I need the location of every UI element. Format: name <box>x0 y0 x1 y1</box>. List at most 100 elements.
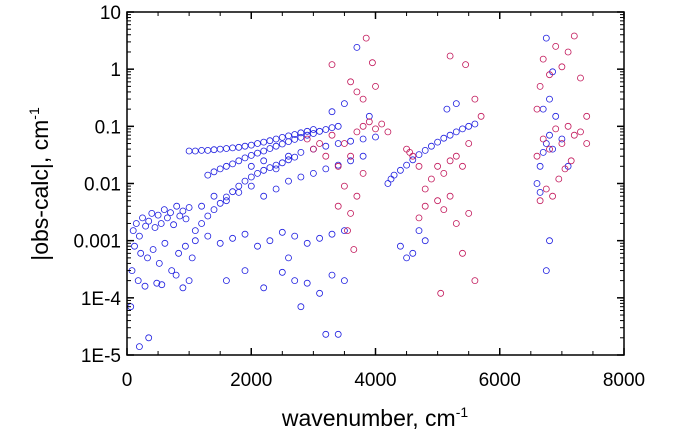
data-point <box>285 138 292 146</box>
data-point <box>549 145 556 153</box>
data-point <box>297 303 305 311</box>
data-point <box>272 142 280 150</box>
data-point <box>135 232 143 240</box>
data-point <box>254 169 261 177</box>
data-point <box>396 166 404 174</box>
data-point <box>558 135 566 143</box>
data-point <box>303 135 311 143</box>
data-point <box>235 182 243 190</box>
data-point <box>254 149 261 157</box>
data-point <box>359 135 367 143</box>
data-point <box>191 227 199 235</box>
data-point <box>168 267 176 275</box>
data-point <box>564 122 572 130</box>
data-point <box>387 175 395 183</box>
data-point <box>260 166 268 174</box>
data-point <box>533 105 541 113</box>
data-point <box>285 156 292 164</box>
data-point <box>309 145 317 153</box>
data-point <box>427 175 435 183</box>
data-point <box>340 100 348 107</box>
data-point <box>185 277 193 285</box>
data-point <box>235 157 243 165</box>
data-point <box>546 95 553 103</box>
data-point <box>403 161 411 169</box>
x-tick-label: 2000 <box>230 370 272 391</box>
data-point <box>561 165 569 173</box>
data-point <box>409 156 417 164</box>
data-point <box>247 162 255 170</box>
data-point <box>303 279 311 287</box>
data-point <box>135 343 143 351</box>
data-point <box>583 140 591 147</box>
data-point <box>241 267 249 275</box>
data-point <box>452 100 460 107</box>
data-point <box>134 277 142 285</box>
data-point <box>322 152 330 160</box>
data-point <box>204 171 212 179</box>
data-point <box>179 284 187 292</box>
data-point <box>359 152 367 160</box>
data-point <box>297 173 305 181</box>
data-point <box>278 268 286 276</box>
data-point <box>536 83 544 90</box>
data-point <box>359 122 367 130</box>
data-point <box>198 202 206 210</box>
data-point <box>542 34 550 42</box>
data-point <box>434 138 442 146</box>
data-point <box>154 211 162 219</box>
data-point <box>247 182 255 190</box>
data-point <box>328 124 336 131</box>
data-point <box>144 254 151 262</box>
data-point <box>145 334 153 342</box>
data-point <box>427 142 435 150</box>
data-point <box>539 105 547 113</box>
data-point <box>362 34 370 42</box>
data-point <box>344 227 351 235</box>
data-point <box>446 157 454 165</box>
data-point <box>459 125 466 133</box>
data-point <box>378 120 386 128</box>
data-point <box>443 105 451 113</box>
data-point <box>222 277 230 285</box>
data-point <box>459 162 466 170</box>
data-point <box>396 242 404 250</box>
data-point <box>446 131 454 139</box>
data-point <box>440 134 448 142</box>
data-point <box>365 112 373 120</box>
data-point <box>210 192 218 200</box>
data-point <box>415 227 423 235</box>
data-point <box>291 131 299 138</box>
data-point <box>384 128 392 136</box>
data-point <box>247 173 255 181</box>
data-point <box>328 230 336 238</box>
data-point <box>260 147 268 155</box>
data-point <box>437 289 445 297</box>
data-point <box>350 246 358 253</box>
data-point <box>181 242 189 250</box>
data-point <box>328 131 336 139</box>
data-point <box>552 43 560 50</box>
data-point <box>415 151 423 159</box>
data-point <box>272 165 280 173</box>
x-tick-label: 0 <box>122 370 133 391</box>
data-point <box>131 242 138 250</box>
data-point <box>316 140 324 147</box>
data-point <box>536 162 544 170</box>
y-tick-label: 1E-5 <box>81 346 121 367</box>
data-point <box>158 281 166 289</box>
data-point <box>322 126 330 133</box>
data-point <box>539 135 547 143</box>
data-point <box>167 209 174 217</box>
x-axis-title: wavenumber, cm-1 <box>281 404 469 431</box>
data-point <box>552 112 560 120</box>
data-point <box>570 32 578 40</box>
y-axis-title-superscript: -1 <box>26 107 42 120</box>
data-point <box>260 157 268 165</box>
data-point <box>216 165 224 173</box>
y-axis-ticks: 1E-5 1E-4 0.001 0.01 0.1 1 10 <box>73 3 624 367</box>
data-point <box>533 180 541 187</box>
data-point <box>272 185 280 193</box>
data-point <box>549 192 556 200</box>
data-point <box>153 279 161 287</box>
